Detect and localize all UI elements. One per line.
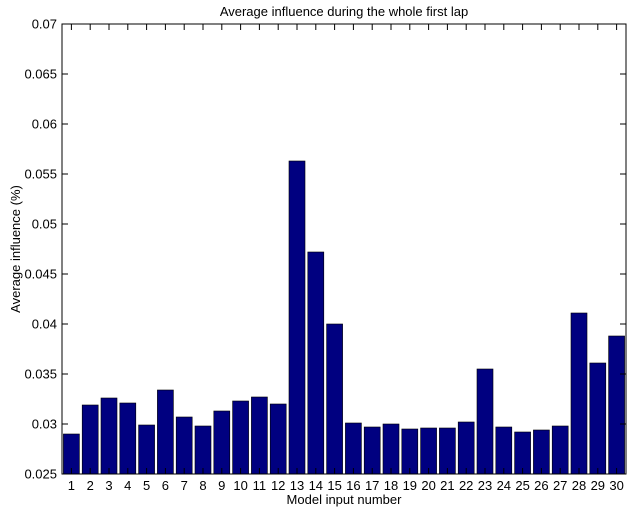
bar-12 xyxy=(270,404,286,474)
x-tick-label: 21 xyxy=(440,478,454,493)
bar-7 xyxy=(176,417,192,474)
x-tick-label: 6 xyxy=(162,478,169,493)
x-tick-label: 9 xyxy=(218,478,225,493)
y-tick-label: 0.05 xyxy=(32,217,57,232)
bar-28 xyxy=(571,313,587,474)
bar-29 xyxy=(590,363,606,474)
bar-2 xyxy=(82,405,98,474)
bar-11 xyxy=(251,397,267,474)
bar-14 xyxy=(308,252,324,474)
y-axis-label: Average influence (%) xyxy=(8,185,23,313)
bar-8 xyxy=(195,426,211,474)
x-tick-label: 20 xyxy=(421,478,435,493)
bar-20 xyxy=(421,428,437,474)
x-tick-label: 29 xyxy=(591,478,605,493)
bar-25 xyxy=(515,432,531,474)
y-tick-label: 0.065 xyxy=(24,67,57,82)
bar-17 xyxy=(364,427,380,474)
bar-3 xyxy=(101,398,117,474)
x-tick-label: 19 xyxy=(403,478,417,493)
y-tick-label: 0.055 xyxy=(24,167,57,182)
bar-26 xyxy=(533,430,549,474)
y-tick-label: 0.06 xyxy=(32,117,57,132)
bar-4 xyxy=(120,403,136,474)
x-tick-label: 4 xyxy=(124,478,131,493)
bar-9 xyxy=(214,411,230,474)
bar-5 xyxy=(139,425,155,474)
x-tick-label: 22 xyxy=(459,478,473,493)
y-tick-label: 0.03 xyxy=(32,417,57,432)
x-tick-label: 10 xyxy=(233,478,247,493)
x-tick-label: 12 xyxy=(271,478,285,493)
x-tick-label: 18 xyxy=(384,478,398,493)
y-tick-label: 0.045 xyxy=(24,267,57,282)
x-tick-label: 1 xyxy=(68,478,75,493)
x-tick-label: 26 xyxy=(534,478,548,493)
bar-19 xyxy=(402,429,418,474)
x-tick-label: 28 xyxy=(572,478,586,493)
x-tick-label: 8 xyxy=(199,478,206,493)
x-axis: 1 2 3 4 5 6 7 8 9 10 11 12 13 14 15 16 17 18 19 20 21 22 23 24 2… xyxy=(68,24,624,493)
x-tick-label: 7 xyxy=(181,478,188,493)
bar-21 xyxy=(439,428,455,474)
bar-24 xyxy=(496,427,512,474)
bar-series xyxy=(63,161,624,474)
bar-18 xyxy=(383,424,399,474)
x-tick-label: 27 xyxy=(553,478,567,493)
x-tick-label: 17 xyxy=(365,478,379,493)
x-axis-label: Model input number xyxy=(287,492,403,507)
bar-10 xyxy=(233,401,249,474)
x-tick-label: 5 xyxy=(143,478,150,493)
bar-6 xyxy=(157,390,173,474)
bar-23 xyxy=(477,369,493,474)
x-tick-label: 13 xyxy=(290,478,304,493)
y-tick-label: 0.035 xyxy=(24,367,57,382)
x-tick-label: 3 xyxy=(105,478,112,493)
y-tick-label: 0.07 xyxy=(32,17,57,32)
x-tick-label: 15 xyxy=(327,478,341,493)
bar-22 xyxy=(458,422,474,474)
bar-15 xyxy=(327,324,343,474)
bar-16 xyxy=(345,423,361,474)
y-tick-label: 0.025 xyxy=(24,467,57,482)
x-tick-label: 25 xyxy=(515,478,529,493)
plot-frame xyxy=(62,24,626,474)
x-tick-label: 14 xyxy=(309,478,323,493)
x-tick-label: 30 xyxy=(609,478,623,493)
y-tick-label: 0.04 xyxy=(32,317,57,332)
x-tick-label: 2 xyxy=(87,478,94,493)
x-tick-label: 23 xyxy=(478,478,492,493)
bar-27 xyxy=(552,426,568,474)
x-tick-label: 24 xyxy=(497,478,511,493)
x-tick-label: 16 xyxy=(346,478,360,493)
chart-title: Average influence during the whole first… xyxy=(220,4,468,19)
bar-13 xyxy=(289,161,305,474)
bar-30 xyxy=(609,336,625,474)
x-tick-label: 11 xyxy=(253,478,267,493)
